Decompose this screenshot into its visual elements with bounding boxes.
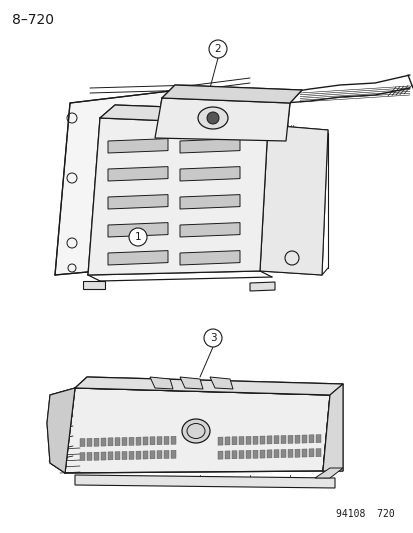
Polygon shape: [287, 449, 292, 457]
Polygon shape: [157, 437, 161, 445]
Text: 8–720: 8–720: [12, 13, 54, 27]
Polygon shape: [87, 438, 92, 447]
Polygon shape: [301, 449, 306, 457]
Polygon shape: [122, 451, 127, 459]
Polygon shape: [157, 450, 161, 459]
Polygon shape: [108, 195, 168, 209]
Polygon shape: [308, 435, 313, 443]
Polygon shape: [47, 388, 75, 473]
Polygon shape: [115, 438, 120, 446]
Polygon shape: [142, 437, 147, 445]
Polygon shape: [83, 281, 105, 289]
Polygon shape: [218, 451, 223, 459]
Polygon shape: [101, 438, 106, 446]
Ellipse shape: [182, 419, 209, 443]
Polygon shape: [108, 452, 113, 460]
Polygon shape: [75, 475, 334, 488]
Polygon shape: [249, 282, 274, 291]
Polygon shape: [171, 450, 176, 458]
Polygon shape: [218, 437, 223, 445]
Polygon shape: [88, 118, 267, 275]
Polygon shape: [224, 437, 230, 445]
Polygon shape: [150, 451, 154, 459]
Polygon shape: [164, 437, 169, 445]
Polygon shape: [150, 377, 173, 389]
Polygon shape: [80, 453, 85, 461]
Polygon shape: [280, 435, 285, 443]
Polygon shape: [301, 435, 306, 443]
Polygon shape: [245, 450, 250, 458]
Polygon shape: [266, 450, 271, 458]
Polygon shape: [136, 451, 141, 459]
Polygon shape: [273, 435, 278, 444]
Polygon shape: [122, 438, 127, 446]
Polygon shape: [322, 384, 342, 471]
Polygon shape: [87, 453, 92, 461]
Polygon shape: [315, 434, 320, 443]
Polygon shape: [287, 435, 292, 443]
Polygon shape: [252, 436, 257, 445]
Polygon shape: [238, 437, 243, 445]
Polygon shape: [273, 450, 278, 458]
Polygon shape: [259, 125, 327, 275]
Polygon shape: [231, 437, 236, 445]
Text: 94108  720: 94108 720: [335, 509, 394, 519]
Polygon shape: [252, 450, 257, 458]
Polygon shape: [115, 451, 120, 460]
Polygon shape: [209, 377, 233, 389]
Text: 2: 2: [214, 44, 221, 54]
Ellipse shape: [197, 107, 228, 129]
Polygon shape: [180, 167, 240, 181]
Text: 3: 3: [209, 333, 216, 343]
Polygon shape: [245, 437, 250, 445]
Polygon shape: [161, 85, 301, 103]
Polygon shape: [101, 452, 106, 460]
Polygon shape: [108, 139, 168, 153]
Polygon shape: [315, 449, 320, 457]
Polygon shape: [80, 439, 85, 447]
Text: 1: 1: [134, 232, 141, 242]
Circle shape: [206, 112, 218, 124]
Polygon shape: [136, 437, 141, 445]
Polygon shape: [164, 450, 169, 458]
Polygon shape: [100, 105, 279, 125]
Circle shape: [209, 40, 226, 58]
Polygon shape: [180, 377, 202, 389]
Polygon shape: [238, 450, 243, 459]
Polygon shape: [266, 436, 271, 444]
Polygon shape: [224, 451, 230, 459]
Polygon shape: [280, 449, 285, 458]
Polygon shape: [65, 388, 329, 473]
Polygon shape: [171, 436, 176, 445]
Polygon shape: [129, 451, 134, 459]
Polygon shape: [294, 435, 299, 443]
Polygon shape: [308, 449, 313, 457]
Polygon shape: [129, 437, 134, 446]
Polygon shape: [231, 451, 236, 459]
Polygon shape: [259, 436, 264, 444]
Polygon shape: [180, 195, 240, 209]
Polygon shape: [142, 451, 147, 459]
Polygon shape: [259, 450, 264, 458]
Circle shape: [129, 228, 147, 246]
Polygon shape: [150, 437, 154, 445]
Polygon shape: [108, 167, 168, 181]
Polygon shape: [314, 468, 342, 478]
Polygon shape: [75, 377, 342, 395]
Polygon shape: [108, 438, 113, 446]
Polygon shape: [94, 452, 99, 461]
Polygon shape: [180, 139, 240, 153]
Polygon shape: [55, 88, 195, 275]
Polygon shape: [154, 98, 289, 141]
Polygon shape: [294, 449, 299, 457]
Polygon shape: [180, 223, 240, 237]
Circle shape: [204, 329, 221, 347]
Polygon shape: [108, 251, 168, 265]
Polygon shape: [108, 223, 168, 237]
Polygon shape: [94, 438, 99, 446]
Polygon shape: [180, 251, 240, 265]
